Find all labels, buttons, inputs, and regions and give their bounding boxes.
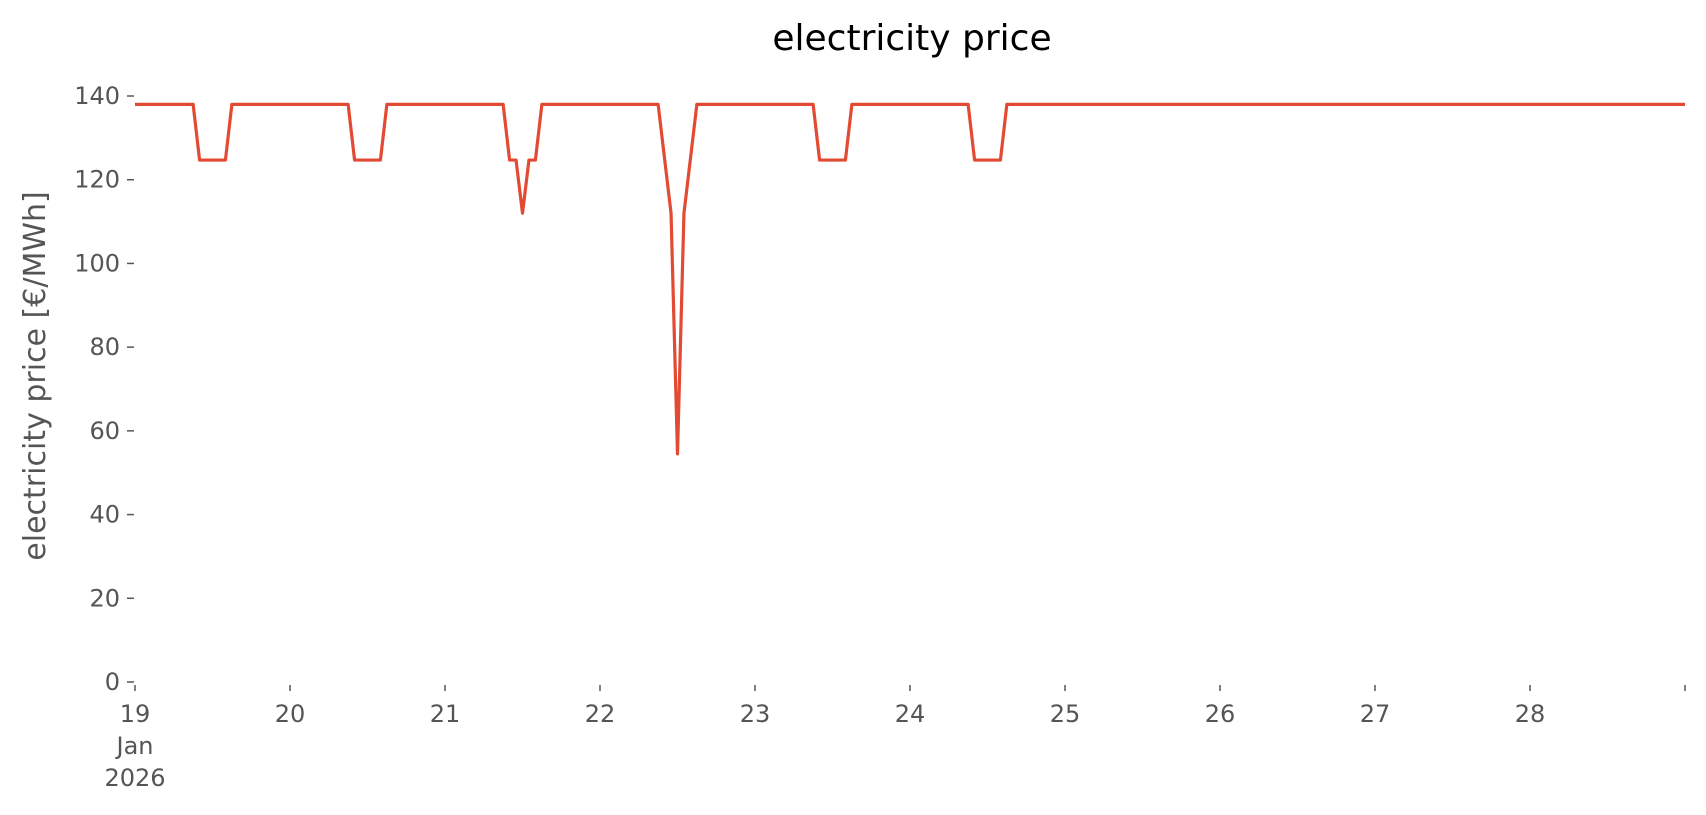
series-layer <box>135 102 1685 456</box>
y-tick-label: 140 <box>74 82 120 110</box>
x-tick-label: 26 <box>1205 700 1236 728</box>
y-tick-label: 40 <box>89 501 120 529</box>
x-tick-label: 22 <box>585 700 616 728</box>
x-tick-label: 25 <box>1050 700 1081 728</box>
y-axis-label: electricity price [€/MWh] <box>18 191 53 560</box>
y-tick-label: 60 <box>89 417 120 445</box>
y-tick-label: 80 <box>89 333 120 361</box>
x-tick-label: 19 Jan 2026 <box>104 700 165 792</box>
x-tick-label: 24 <box>895 700 926 728</box>
y-axis: 0 20 40 60 80 100 120 140 <box>74 82 134 696</box>
y-tick-label: 0 <box>105 668 120 696</box>
y-tick-label: 20 <box>89 584 120 612</box>
x-tick-label: 23 <box>740 700 771 728</box>
x-tick-label: 28 <box>1515 700 1546 728</box>
x-tick-label: 20 <box>275 700 306 728</box>
series-line <box>135 102 1685 456</box>
y-tick-label: 100 <box>74 249 120 277</box>
x-tick-label: 27 <box>1360 700 1391 728</box>
x-axis: 19 Jan 2026 20 21 22 23 24 25 26 27 28 <box>104 685 1686 792</box>
x-tick-label: 21 <box>430 700 461 728</box>
chart-title: electricity price <box>772 18 1051 59</box>
y-tick-label: 120 <box>74 166 120 194</box>
